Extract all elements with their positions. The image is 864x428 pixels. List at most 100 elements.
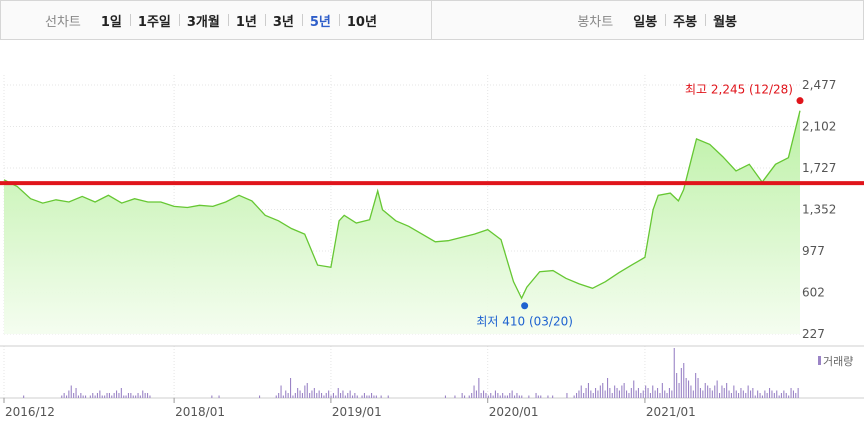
volume-bar (573, 395, 575, 398)
x-axis-labels: 2016/12 2018/01 2019/01 2020/01 2021/01 (3, 398, 696, 419)
volume-bar (769, 388, 771, 398)
volume-bar (614, 385, 616, 398)
volume-bar (521, 395, 523, 398)
volume-bar (790, 388, 792, 398)
volume-bar (77, 395, 79, 398)
min-label: 최저 410 (03/20) (476, 315, 573, 329)
y-tick-label: 1,352 (802, 203, 836, 217)
volume-bar (127, 393, 129, 398)
volume-bar (139, 395, 141, 398)
volume-bar (676, 373, 678, 398)
volume-bar (299, 390, 301, 398)
volume-bar (340, 393, 342, 398)
volume-bar (721, 385, 723, 398)
volume-bar (673, 348, 675, 398)
volume-bar (516, 393, 518, 398)
volume-bar (332, 393, 334, 398)
volume-bar (275, 395, 277, 398)
volume-bar (123, 395, 125, 398)
volume-bar (607, 378, 609, 398)
volume-bar (695, 373, 697, 398)
volume-bar (699, 388, 701, 398)
volume-bar (599, 385, 601, 398)
max-label: 최고 2,245 (12/28) (685, 83, 793, 97)
period-10y[interactable]: 10년 (338, 11, 385, 30)
volume-bar (104, 395, 106, 398)
volume-bar (616, 388, 618, 398)
volume-bar (361, 395, 363, 398)
volume-bar (287, 393, 289, 398)
period-1w[interactable]: 1주일 (129, 11, 179, 30)
volume-bar (618, 390, 620, 398)
volume-bar (640, 393, 642, 398)
volume-bar (535, 393, 537, 398)
volume-bar (292, 395, 294, 398)
volume-bar (464, 395, 466, 398)
volume-bar (468, 395, 470, 398)
volume-bar (473, 385, 475, 398)
volume-bar (518, 395, 520, 398)
volume-bar (764, 390, 766, 398)
volume-bar (492, 395, 494, 398)
volume-bar (363, 393, 365, 398)
volume-bar (259, 395, 261, 398)
volume-bar (745, 393, 747, 398)
volume-bar (368, 395, 370, 398)
volume-bar (70, 385, 72, 398)
volume-bar (728, 390, 730, 398)
volume-bar (323, 395, 325, 398)
volume-bar (690, 385, 692, 398)
period-1d[interactable]: 1일 (100, 14, 122, 30)
volume-bar (637, 388, 639, 398)
volume-bar (587, 383, 589, 398)
volume-bar (528, 395, 530, 398)
candle-daily[interactable]: 일봉 (633, 14, 658, 30)
volume-bar (735, 390, 737, 398)
volume-bar (23, 395, 25, 398)
volume-bar (788, 395, 790, 398)
volume-bar (68, 390, 70, 398)
volume-bar (135, 395, 137, 398)
candle-weekly[interactable]: 주봉 (665, 11, 705, 30)
x-tick-label: 2020/01 (489, 405, 539, 419)
volume-bar (514, 395, 516, 398)
volume-bar (723, 388, 725, 398)
volume-bar (387, 395, 389, 398)
volume-bar (671, 390, 673, 398)
volume-bar (504, 395, 506, 398)
volume-bar (149, 395, 151, 398)
candle-monthly[interactable]: 월봉 (705, 11, 745, 30)
period-1y[interactable]: 1년 (227, 11, 265, 30)
volume-bar (785, 393, 787, 398)
volume-bar (740, 388, 742, 398)
volume-bar (776, 390, 778, 398)
period-5y[interactable]: 5년 (301, 11, 339, 30)
volume-bar (730, 393, 732, 398)
volume-bar (652, 385, 654, 398)
volume-bar (297, 388, 299, 398)
period-3y[interactable]: 3년 (264, 11, 302, 30)
volume-bar (454, 395, 456, 398)
volume-bar (611, 393, 613, 398)
period-3m[interactable]: 3개월 (178, 11, 228, 30)
volume-bar (678, 383, 680, 398)
volume-bar (461, 393, 463, 398)
volume-bar (757, 390, 759, 398)
volume-bar (218, 395, 220, 398)
volume-bar (795, 393, 797, 398)
volume-bar (325, 393, 327, 398)
volume-bar (132, 395, 134, 398)
volume-bar (92, 393, 94, 398)
volume-bar (602, 383, 604, 398)
volume-bar (668, 388, 670, 398)
volume-bar (99, 390, 101, 398)
volume-bar (354, 393, 356, 398)
volume-bar (647, 388, 649, 398)
volume-bar (294, 393, 296, 398)
chart-toolbar: 선차트 1일 1주일 3개월 1년 3년 5년 10년 봉차트 일봉 주봉 월봉 (0, 0, 864, 40)
volume-bar (285, 390, 287, 398)
line-chart-label: 선차트 (45, 14, 81, 30)
volume-bar (113, 393, 115, 398)
volume-bar (63, 393, 65, 398)
